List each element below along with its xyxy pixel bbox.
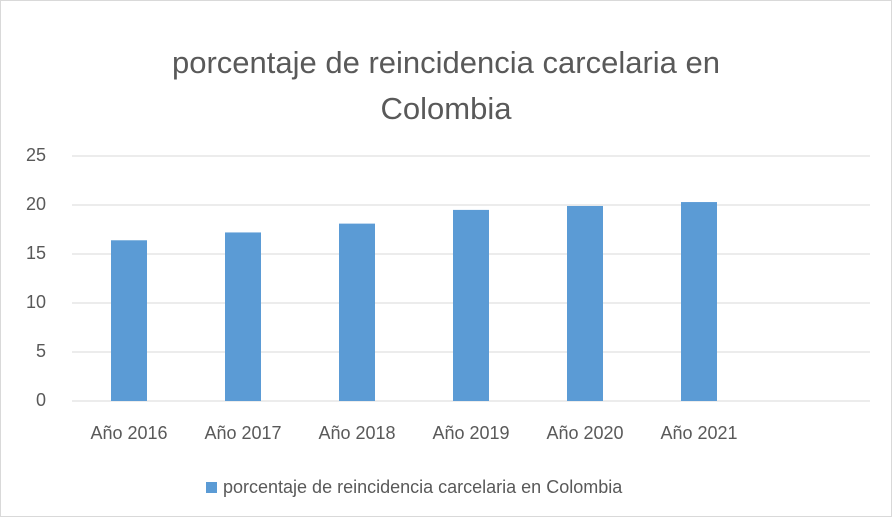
legend-label: porcentaje de reincidencia carcelaria en… (223, 477, 623, 497)
y-tick-label: 20 (26, 194, 46, 214)
x-tick-label: Año 2017 (204, 423, 281, 443)
chart-title: porcentaje de reincidencia carcelaria en… (172, 45, 720, 126)
y-tick-label: 15 (26, 243, 46, 263)
x-tick-label: Año 2019 (432, 423, 509, 443)
bar (339, 223, 375, 401)
y-tick-label: 0 (36, 390, 46, 410)
bar (453, 209, 489, 401)
y-tick-label: 10 (26, 292, 46, 312)
bar (111, 240, 147, 401)
x-tick-label: Año 2018 (318, 423, 395, 443)
x-tick-label: Año 2021 (660, 423, 737, 443)
x-tick-label: Año 2016 (90, 423, 167, 443)
legend-swatch (206, 482, 217, 493)
x-tick-label: Año 2020 (546, 423, 623, 443)
bar (681, 202, 717, 401)
bar (567, 205, 603, 401)
bar (225, 232, 261, 401)
y-tick-label: 5 (36, 341, 46, 361)
y-tick-label: 25 (26, 145, 46, 165)
